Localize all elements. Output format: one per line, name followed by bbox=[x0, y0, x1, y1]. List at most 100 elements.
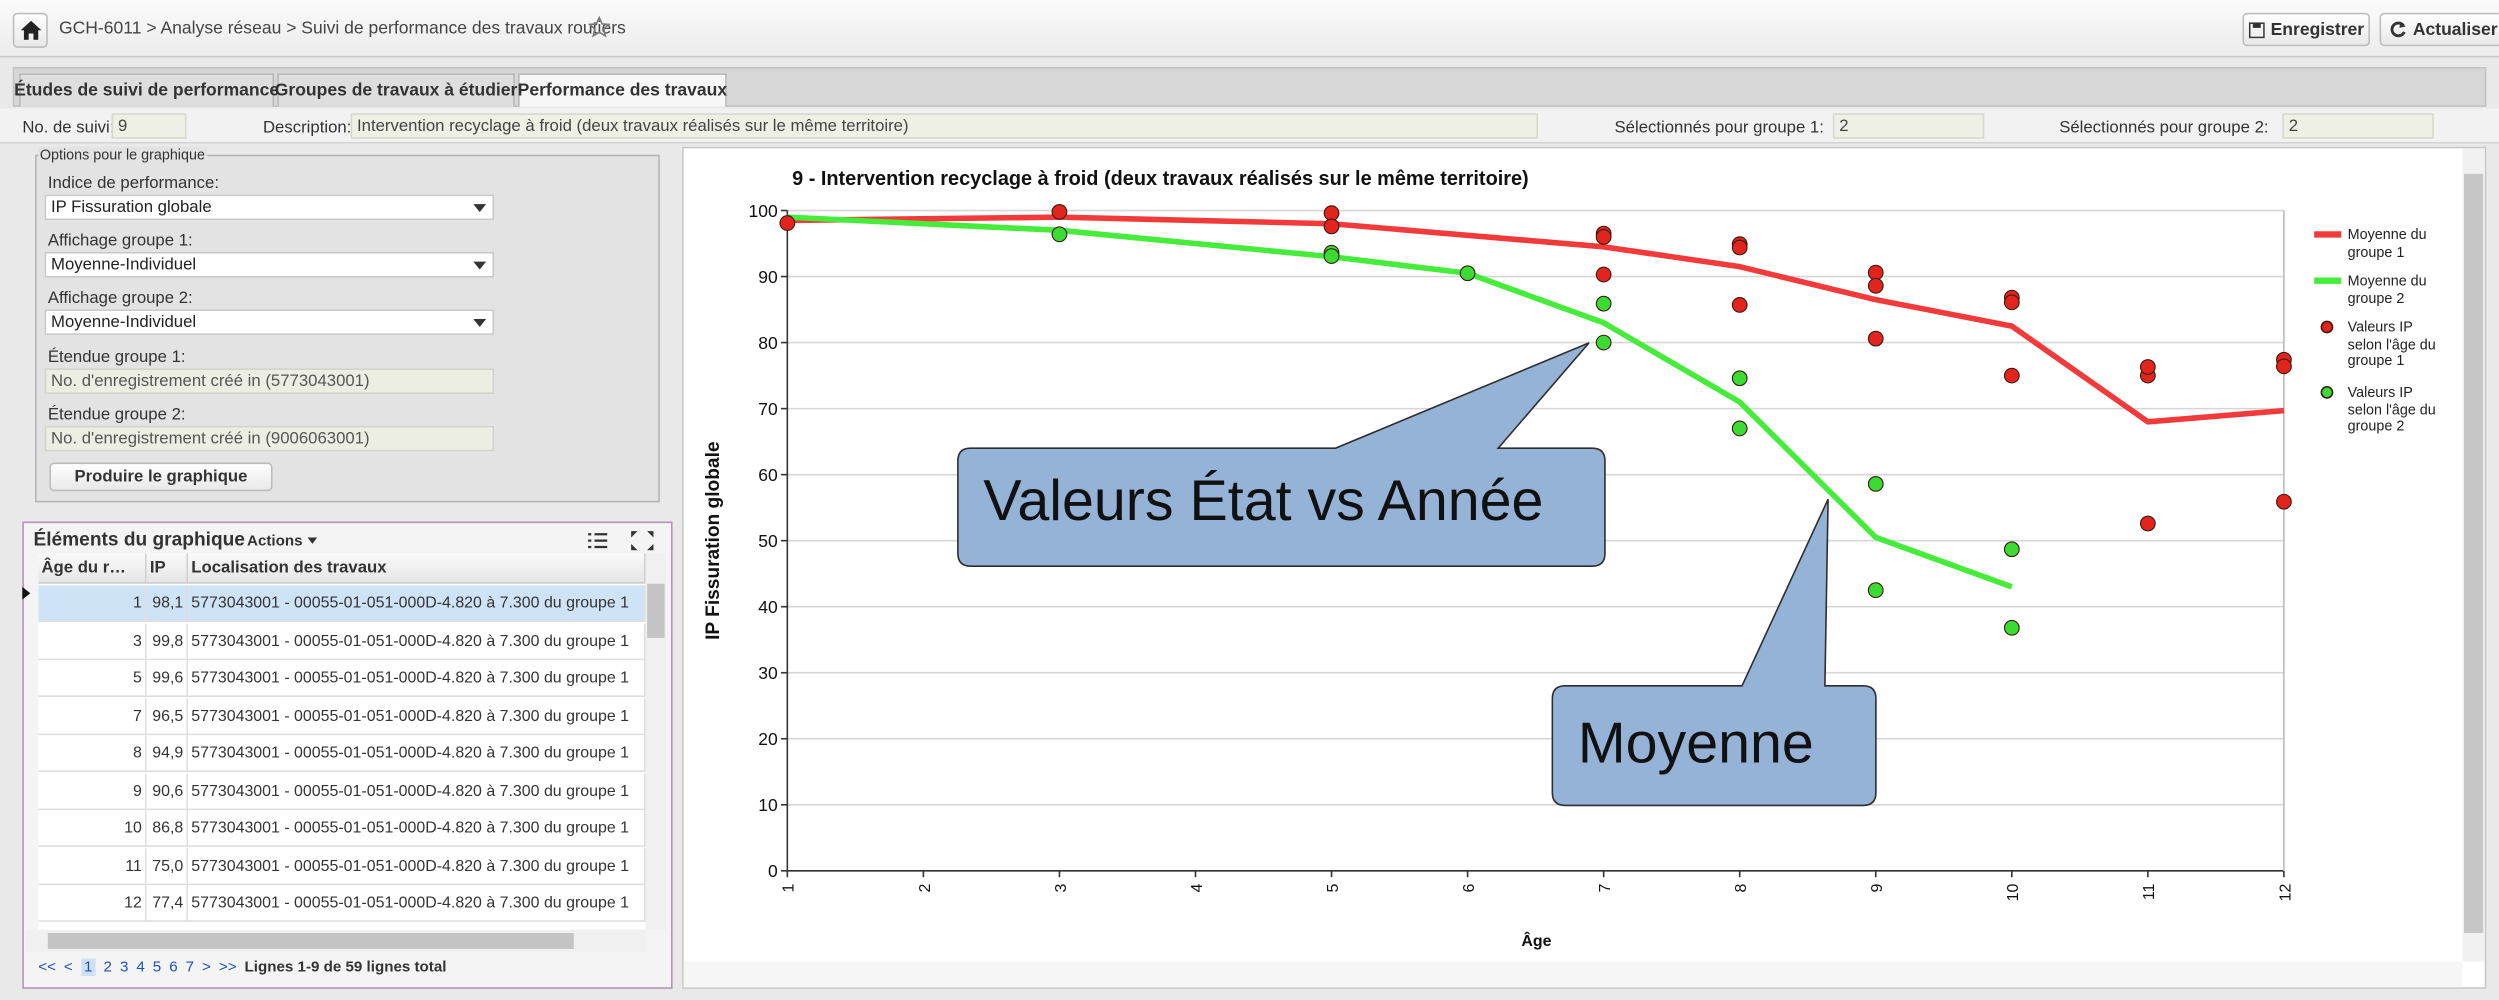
grid-body: Âge du r… IP Localisation des travaux 1 98,1… bbox=[38, 553, 646, 930]
callout-shape bbox=[957, 342, 1606, 567]
field-label: Description: bbox=[262, 118, 352, 138]
x-tick-label: 2 bbox=[917, 883, 934, 892]
page-link[interactable]: 2 bbox=[103, 958, 112, 977]
actions-menu[interactable]: Actions bbox=[247, 533, 317, 551]
scatter-point bbox=[1731, 420, 1748, 437]
y-axis-title: IP Fissuration globale bbox=[703, 441, 724, 639]
page-link[interactable]: 5 bbox=[152, 958, 162, 977]
grid-cell[interactable]: 5 bbox=[38, 660, 147, 697]
scroll-thumb[interactable] bbox=[647, 583, 665, 638]
grid-cell[interactable]: 5773043001 - 00055-01-051-000D-4.820 à 7… bbox=[188, 847, 646, 885]
grid-cell[interactable]: 5773043001 - 00055-01-051-000D-4.820 à 7… bbox=[188, 772, 646, 810]
vertical-scrollbar[interactable] bbox=[645, 553, 667, 930]
y-tick-label: 70 bbox=[758, 399, 778, 419]
y-tick-label: 60 bbox=[758, 465, 778, 485]
callout-text: Moyenne bbox=[1578, 711, 1814, 775]
grid-cell[interactable]: 1 bbox=[38, 585, 147, 623]
scatter-point bbox=[1731, 370, 1748, 387]
vertical-scrollbar[interactable] bbox=[2462, 148, 2485, 962]
page-link[interactable]: < bbox=[63, 958, 73, 977]
scatter-point bbox=[1051, 226, 1068, 243]
dropdown[interactable]: Moyenne-Individuel bbox=[44, 251, 495, 278]
grid-cell[interactable]: 10 bbox=[38, 810, 147, 847]
callout-shape bbox=[1551, 498, 1877, 807]
panel-tools[interactable] bbox=[587, 530, 657, 552]
favorite-star[interactable] bbox=[588, 15, 611, 38]
grid-cell[interactable]: 8 bbox=[38, 735, 147, 772]
scatter-point bbox=[1595, 334, 1612, 351]
grid-cell[interactable]: 86,8 bbox=[146, 810, 189, 847]
grid-cell[interactable]: 5773043001 - 00055-01-051-000D-4.820 à 7… bbox=[188, 585, 646, 623]
line-series bbox=[787, 214, 2285, 425]
horizontal-scrollbar[interactable] bbox=[25, 929, 646, 953]
scatter-point bbox=[1323, 205, 1340, 222]
field-label: No. de suivi: bbox=[22, 118, 115, 138]
y-tick-label: 80 bbox=[758, 333, 778, 353]
page-link[interactable]: << bbox=[38, 958, 56, 977]
scatter-point bbox=[1731, 297, 1748, 313]
scatter-point bbox=[2003, 541, 2020, 558]
column-header: Âge du r… bbox=[38, 553, 147, 584]
field-value: 9 bbox=[111, 113, 187, 139]
y-tick-label: 10 bbox=[758, 795, 778, 815]
scatter-point bbox=[1459, 265, 1476, 282]
home-button[interactable] bbox=[12, 12, 48, 48]
page-link[interactable]: 1 bbox=[80, 958, 96, 977]
y-tick-label: 20 bbox=[758, 729, 778, 749]
grid-cell[interactable]: 3 bbox=[38, 622, 147, 660]
legend-label: Moyenne du groupe 1 bbox=[2347, 226, 2427, 260]
grid-cell[interactable]: 94,9 bbox=[146, 735, 189, 772]
grid-cell[interactable]: 9 bbox=[38, 772, 147, 810]
grid-cell[interactable]: 5773043001 - 00055-01-051-000D-4.820 à 7… bbox=[188, 697, 646, 735]
grid-cell[interactable]: 77,4 bbox=[146, 885, 189, 922]
page-link[interactable]: > bbox=[202, 958, 211, 977]
scatter-point bbox=[2276, 493, 2292, 510]
page-link[interactable]: 7 bbox=[185, 958, 195, 977]
tab[interactable]: Groupes de travaux à étudier bbox=[275, 73, 517, 107]
grid-cell[interactable]: 5773043001 - 00055-01-051-000D-4.820 à 7… bbox=[188, 735, 646, 772]
scroll-thumb[interactable] bbox=[2464, 173, 2484, 934]
option-label: Indice de performance: bbox=[47, 173, 219, 193]
y-tick-label: 100 bbox=[749, 201, 778, 221]
grid-cell[interactable]: 5773043001 - 00055-01-051-000D-4.820 à 7… bbox=[188, 885, 646, 922]
grid-cell[interactable]: 75,0 bbox=[146, 847, 189, 885]
x-tick-label: 11 bbox=[2141, 883, 2158, 900]
refresh-button[interactable]: Actualiser bbox=[2379, 12, 2499, 47]
grid-cell[interactable]: 11 bbox=[38, 847, 147, 885]
grid-cell[interactable]: 7 bbox=[38, 697, 147, 735]
grid-cell[interactable]: 90,6 bbox=[146, 772, 189, 810]
scroll-thumb[interactable] bbox=[47, 933, 574, 949]
scatter-point bbox=[1051, 203, 1068, 220]
grid-cell[interactable]: 5773043001 - 00055-01-051-000D-4.820 à 7… bbox=[188, 622, 646, 660]
tab-active[interactable]: Performance des travaux bbox=[518, 73, 727, 107]
legend-swatch bbox=[2314, 277, 2342, 284]
scatter-point bbox=[779, 215, 796, 231]
x-tick-label: 4 bbox=[1189, 883, 1206, 892]
page-summary: Lignes 1-9 de 59 lignes total bbox=[244, 958, 447, 977]
grid-cell[interactable]: 99,6 bbox=[146, 660, 189, 697]
chart-title: 9 - Intervention recyclage à froid (deux… bbox=[792, 168, 1529, 190]
tab[interactable]: Études de suivi de performance bbox=[14, 73, 279, 107]
save-button[interactable]: Enregistrer bbox=[2242, 12, 2370, 47]
dropdown[interactable]: Moyenne-Individuel bbox=[44, 309, 495, 335]
field-label: Sélectionnés pour groupe 1: bbox=[1614, 118, 1824, 138]
page-link[interactable]: 6 bbox=[169, 958, 178, 977]
scatter-point bbox=[1867, 475, 1884, 492]
refresh-icon bbox=[2390, 21, 2406, 38]
grid-cell[interactable]: 5773043001 - 00055-01-051-000D-4.820 à 7… bbox=[188, 660, 646, 697]
grid-cell[interactable]: 96,5 bbox=[146, 697, 189, 735]
dropdown[interactable]: IP Fissuration globale bbox=[44, 194, 495, 221]
horizontal-scrollbar[interactable] bbox=[683, 961, 2463, 988]
grid-cell[interactable]: 5773043001 - 00055-01-051-000D-4.820 à 7… bbox=[188, 810, 646, 847]
grid-cell[interactable]: 12 bbox=[38, 885, 147, 922]
produce-chart-button[interactable]: Produire le graphique bbox=[49, 462, 273, 492]
page-link[interactable]: >> bbox=[218, 958, 237, 977]
grid-cell[interactable]: 99,8 bbox=[146, 622, 189, 660]
breadcrumb[interactable]: GCH-6011 > Analyse réseau > Suivi de per… bbox=[58, 19, 626, 39]
grid-cell[interactable]: 98,1 bbox=[146, 585, 189, 623]
page-link[interactable]: 4 bbox=[136, 958, 145, 977]
page-link[interactable]: 3 bbox=[119, 958, 129, 977]
x-tick-label: 1 bbox=[781, 883, 798, 892]
field-value: 2 bbox=[2282, 113, 2434, 139]
